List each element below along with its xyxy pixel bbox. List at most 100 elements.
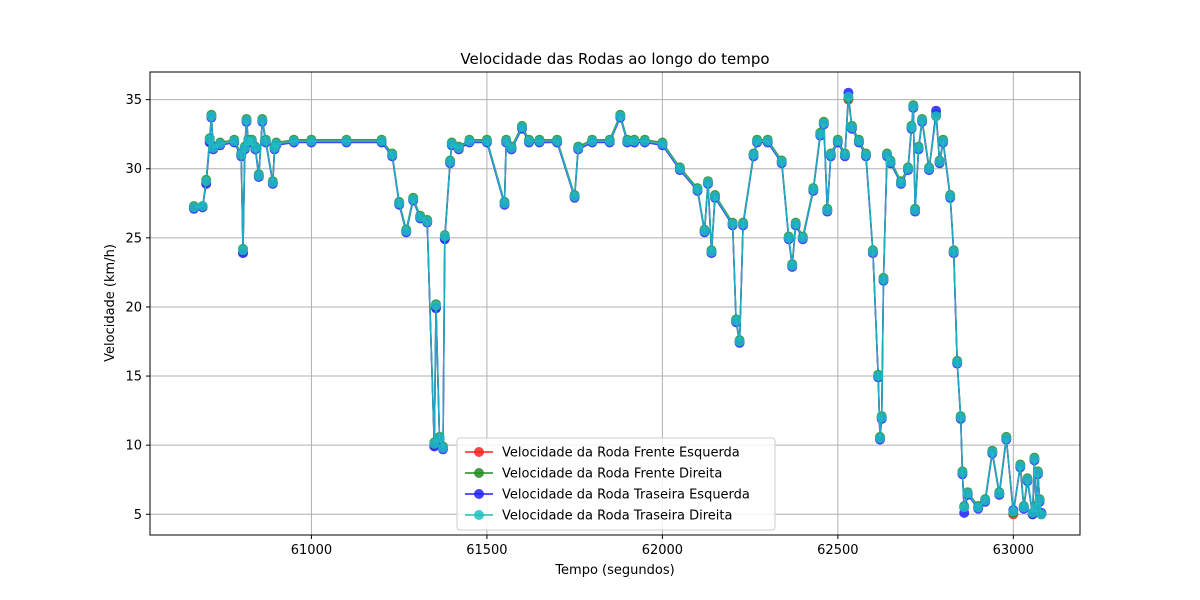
data-point bbox=[873, 371, 884, 382]
data-point bbox=[948, 246, 959, 257]
data-point bbox=[408, 194, 419, 205]
data-point bbox=[727, 219, 738, 229]
data-point bbox=[832, 136, 843, 147]
data-point bbox=[201, 176, 212, 187]
data-point bbox=[1032, 467, 1043, 478]
legend-marker bbox=[474, 510, 484, 520]
legend-item: Velocidade da Roda Frente Esquerda bbox=[465, 446, 740, 461]
data-point bbox=[524, 136, 534, 147]
data-point bbox=[253, 170, 264, 181]
data-point bbox=[604, 136, 615, 147]
y-axis-label: Velocidade (km/h) bbox=[103, 244, 118, 362]
data-point bbox=[501, 136, 512, 147]
data-point bbox=[1001, 433, 1012, 444]
data-point bbox=[260, 136, 271, 147]
legend-marker bbox=[474, 447, 484, 457]
data-point bbox=[1036, 509, 1047, 520]
data-point bbox=[790, 219, 801, 229]
data-point bbox=[787, 260, 798, 271]
data-point bbox=[394, 198, 405, 209]
data-point bbox=[917, 115, 928, 126]
data-point bbox=[815, 129, 826, 140]
data-point bbox=[401, 225, 412, 236]
data-point bbox=[188, 202, 199, 213]
data-point bbox=[783, 232, 794, 243]
data-point bbox=[250, 143, 261, 153]
data-point bbox=[238, 245, 248, 256]
data-point bbox=[959, 502, 970, 513]
plot-area bbox=[188, 87, 1047, 520]
data-point bbox=[434, 433, 445, 444]
legend-item: Velocidade da Roda Traseira Direita bbox=[465, 509, 732, 524]
data-point bbox=[499, 198, 510, 209]
y-tick-label: 20 bbox=[125, 300, 142, 315]
data-point bbox=[924, 163, 935, 174]
data-point bbox=[481, 136, 492, 147]
data-point bbox=[1018, 502, 1029, 513]
data-point bbox=[206, 111, 217, 122]
data-point bbox=[839, 149, 850, 160]
data-point bbox=[569, 191, 580, 202]
legend-item: Velocidade da Roda Traseira Esquerda bbox=[465, 488, 750, 503]
data-point bbox=[197, 201, 208, 212]
data-point bbox=[843, 91, 854, 102]
data-point bbox=[731, 315, 742, 326]
data-point bbox=[1022, 474, 1033, 485]
data-point bbox=[271, 138, 282, 149]
legend-label: Velocidade da Roda Frente Direita bbox=[502, 467, 722, 482]
data-point bbox=[980, 495, 991, 506]
data-point bbox=[422, 216, 433, 227]
data-point bbox=[587, 136, 598, 147]
data-point bbox=[846, 122, 857, 133]
data-point bbox=[306, 136, 317, 147]
data-point bbox=[752, 136, 763, 147]
data-point bbox=[1029, 454, 1040, 464]
data-point bbox=[692, 184, 703, 195]
data-point bbox=[762, 136, 773, 147]
y-tick-label: 25 bbox=[125, 231, 142, 246]
data-point bbox=[464, 136, 475, 147]
data-point bbox=[506, 143, 517, 153]
data-point bbox=[734, 336, 745, 347]
data-point bbox=[445, 156, 456, 167]
data-point bbox=[973, 502, 984, 513]
data-point bbox=[288, 136, 299, 147]
data-point bbox=[938, 136, 949, 147]
data-point bbox=[534, 136, 545, 147]
data-point bbox=[797, 232, 808, 243]
data-point bbox=[1034, 495, 1045, 506]
data-point bbox=[853, 136, 864, 147]
x-axis-label: Tempo (segundos) bbox=[554, 563, 674, 578]
chart-title: Velocidade das Rodas ao longo do tempo bbox=[460, 50, 769, 68]
data-point bbox=[955, 412, 966, 423]
x-axis-ticks: 61000 61500 62000 62500 63000 bbox=[291, 535, 1034, 558]
data-point bbox=[438, 442, 448, 453]
data-point bbox=[629, 136, 640, 147]
data-point bbox=[994, 488, 1005, 499]
y-tick-label: 35 bbox=[125, 93, 142, 108]
data-point bbox=[710, 191, 720, 202]
data-point bbox=[908, 101, 919, 112]
data-point bbox=[573, 143, 584, 153]
y-tick-label: 30 bbox=[125, 162, 142, 177]
data-point bbox=[962, 488, 973, 499]
data-point bbox=[738, 219, 749, 229]
x-tick-label: 62500 bbox=[817, 543, 858, 558]
data-point bbox=[376, 136, 387, 147]
data-point bbox=[241, 115, 252, 126]
series-4 bbox=[188, 91, 1047, 520]
legend: Velocidade da Roda Frente Esquerda Veloci… bbox=[456, 437, 776, 531]
legend-label: Velocidade da Roda Traseira Direita bbox=[502, 509, 732, 524]
data-point bbox=[822, 205, 833, 216]
data-point bbox=[703, 177, 713, 188]
data-point bbox=[552, 136, 563, 147]
data-point bbox=[439, 231, 450, 242]
series-group bbox=[188, 87, 1047, 520]
data-point bbox=[952, 357, 963, 368]
data-point bbox=[1008, 506, 1019, 517]
y-tick-label: 15 bbox=[125, 370, 142, 385]
legend-label: Velocidade da Roda Traseira Esquerda bbox=[502, 488, 750, 503]
data-point bbox=[1015, 460, 1026, 471]
data-point bbox=[257, 115, 268, 126]
y-axis-ticks: 5 10 15 20 25 30 35 bbox=[125, 93, 150, 523]
